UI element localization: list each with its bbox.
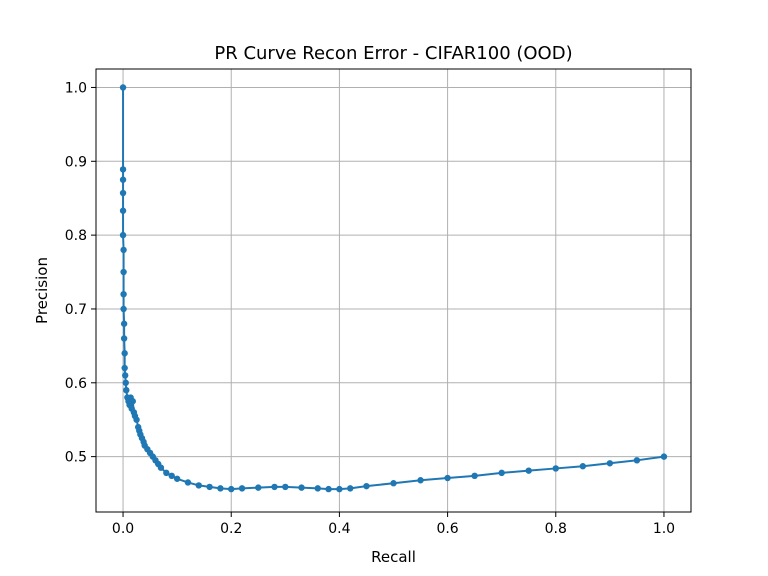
data-point [163,469,170,477]
x-tick-label: 0.8 [545,521,567,537]
data-point [363,482,370,490]
data-point [271,483,278,491]
data-point [444,474,451,482]
data-point [206,483,213,491]
plot-frame [95,68,692,513]
y-tick-label: 0.5 [65,450,87,466]
data-point [552,465,559,472]
data-point [120,290,127,298]
y-tick-label: 0.8 [65,228,87,244]
data-point [120,335,128,342]
chart-title: PR Curve Recon Error - CIFAR100 (OOD) [214,43,572,64]
data-point [129,398,136,405]
x-tick-label: 0.0 [112,521,134,537]
y-tick-label: 1.0 [65,80,87,96]
data-point [120,320,128,327]
data-point [471,472,478,480]
x-axis-ticks: 0.0 0.2 0.4 0.6 0.8 1.0 [112,512,675,537]
data-point [119,207,127,214]
data-point [121,350,128,357]
y-tick-label: 0.7 [65,302,87,318]
grid-lines [96,69,691,512]
data-point [314,485,321,492]
data-point [184,479,192,486]
data-series [119,84,668,493]
y-tick-label: 0.9 [65,154,87,170]
data-point [120,268,127,276]
x-tick-label: 1.0 [653,521,675,537]
x-tick-label: 0.6 [436,521,458,537]
data-point [238,485,246,492]
x-axis-label: Recall [371,548,416,566]
data-point [336,485,343,493]
data-point [525,467,532,474]
y-axis-label: Precision [33,257,51,324]
data-point [347,485,354,492]
data-point [579,463,587,470]
x-tick-label: 0.2 [220,521,242,537]
data-point [122,372,129,379]
data-point [119,84,127,91]
data-point [119,166,127,173]
data-point [255,484,262,491]
data-point [195,482,202,489]
data-point [173,475,181,482]
data-point [217,485,224,492]
data-point [228,485,235,493]
data-point [121,364,128,372]
data-point [120,305,127,313]
data-point [660,453,668,460]
data-point [606,460,614,467]
data-point [119,231,127,239]
data-point [168,472,175,480]
data-point [498,469,505,477]
x-tick-label: 0.4 [328,521,350,537]
data-point [119,176,127,183]
data-point [133,416,140,423]
y-tick-label: 0.6 [65,376,87,392]
data-point [122,379,129,386]
data-point [325,485,332,493]
data-point [417,477,424,484]
data-point [123,386,130,394]
data-point [119,189,127,197]
data-point [633,457,641,464]
data-point [282,483,289,491]
data-point [298,484,305,491]
data-point [120,246,127,254]
y-axis-ticks: 0.5 0.6 0.7 0.8 0.9 1.0 [65,80,96,466]
data-point [157,464,165,471]
data-point [390,480,397,487]
